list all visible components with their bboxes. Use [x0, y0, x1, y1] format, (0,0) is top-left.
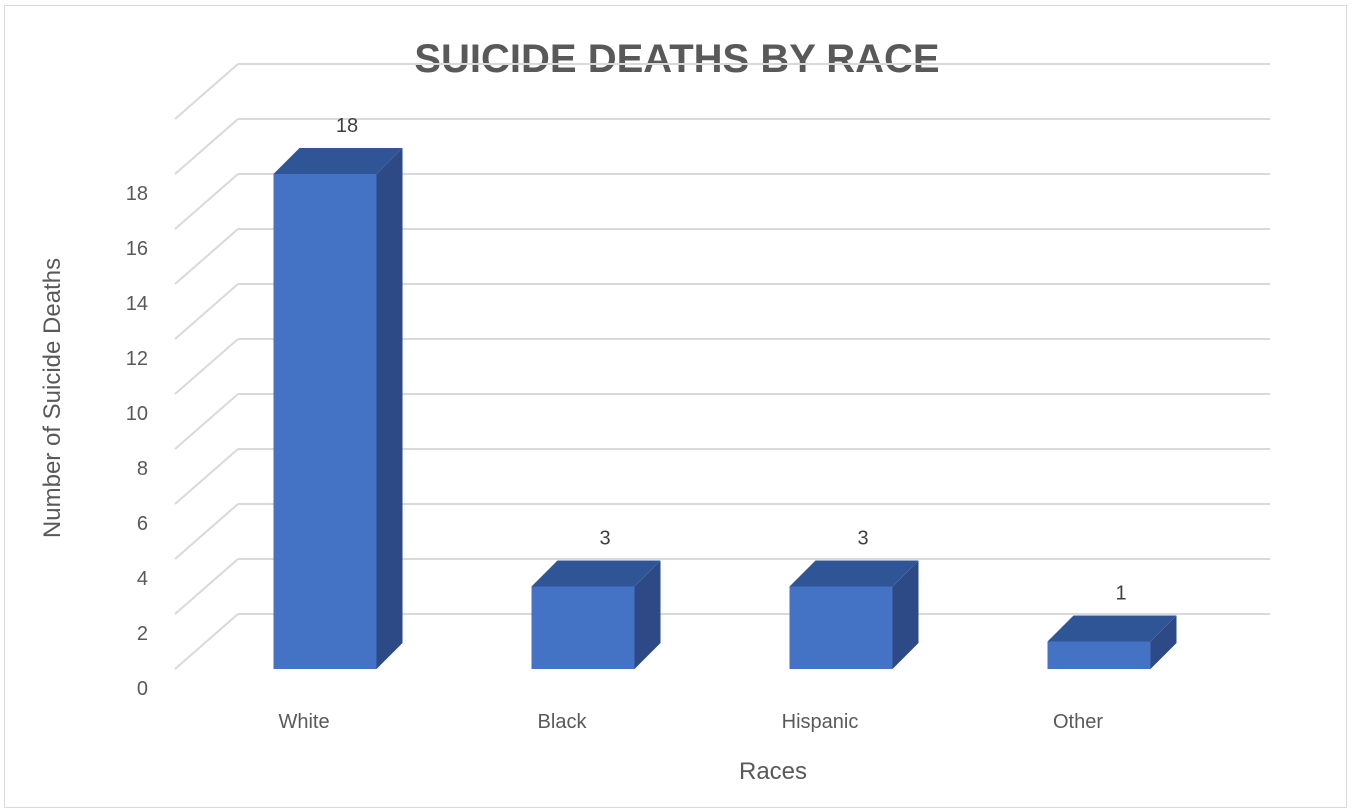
gridline-diagonal: [174, 338, 239, 395]
y-tick-label: 10: [126, 403, 148, 425]
bar-front: [531, 586, 635, 669]
bars: [273, 148, 1177, 669]
y-tick-label: 4: [137, 568, 148, 590]
gridline-diagonal: [174, 228, 239, 285]
gridline-diagonal: [174, 448, 239, 505]
y-tick-label: 16: [126, 238, 148, 260]
gridline-diagonal: [174, 558, 239, 615]
gridline-diagonal: [174, 63, 239, 120]
y-tick-label: 12: [126, 348, 148, 370]
y-axis-title: Number of Suicide Deaths: [39, 258, 66, 538]
category-label: White: [278, 711, 329, 733]
bar-side: [892, 560, 919, 669]
bar-other: [1047, 615, 1177, 669]
bar-top: [789, 560, 919, 587]
data-label: 1: [1115, 583, 1126, 605]
y-axis-ticks: 0 2 4 6 8 10 12 14 16 18: [126, 183, 148, 700]
gridline-diagonal: [174, 173, 239, 230]
bar-side: [376, 148, 403, 669]
gridline-diagonal: [174, 118, 239, 175]
bar-black: [531, 560, 661, 669]
y-tick-label: 0: [137, 678, 148, 700]
category-label: Hispanic: [782, 711, 859, 733]
bar-front: [1047, 641, 1151, 669]
bar-top: [531, 560, 661, 587]
y-tick-label: 6: [137, 513, 148, 535]
data-label: 3: [857, 528, 868, 550]
chart-frame: [4, 5, 1347, 808]
y-tick-label: 14: [126, 293, 148, 315]
category-labels: White Black Hispanic Other: [278, 711, 1103, 733]
category-label: Black: [538, 711, 588, 733]
data-label: 18: [336, 115, 358, 137]
bar-side: [634, 560, 661, 669]
gridlines: [174, 63, 1270, 670]
gridline-diagonal: [174, 503, 239, 560]
y-tick-label: 8: [137, 458, 148, 480]
bar-side: [1150, 615, 1177, 669]
bar-hispanic: [789, 560, 919, 669]
x-axis-title: Races: [739, 758, 807, 785]
gridline-diagonal: [174, 283, 239, 340]
category-label: Other: [1053, 711, 1103, 733]
data-label: 3: [599, 528, 610, 550]
bar-front: [789, 586, 893, 669]
bar-front: [273, 174, 377, 669]
y-tick-label: 18: [126, 183, 148, 205]
chart-title: SUICIDE DEATHS BY RACE: [414, 37, 939, 81]
gridline-diagonal: [174, 393, 239, 450]
data-labels: 18 3 3 1: [336, 115, 1127, 605]
bar-top: [273, 148, 403, 174]
y-tick-label: 2: [137, 623, 148, 645]
bar-top: [1047, 615, 1177, 642]
bar-white: [273, 148, 403, 669]
gridline-diagonal: [174, 613, 239, 670]
